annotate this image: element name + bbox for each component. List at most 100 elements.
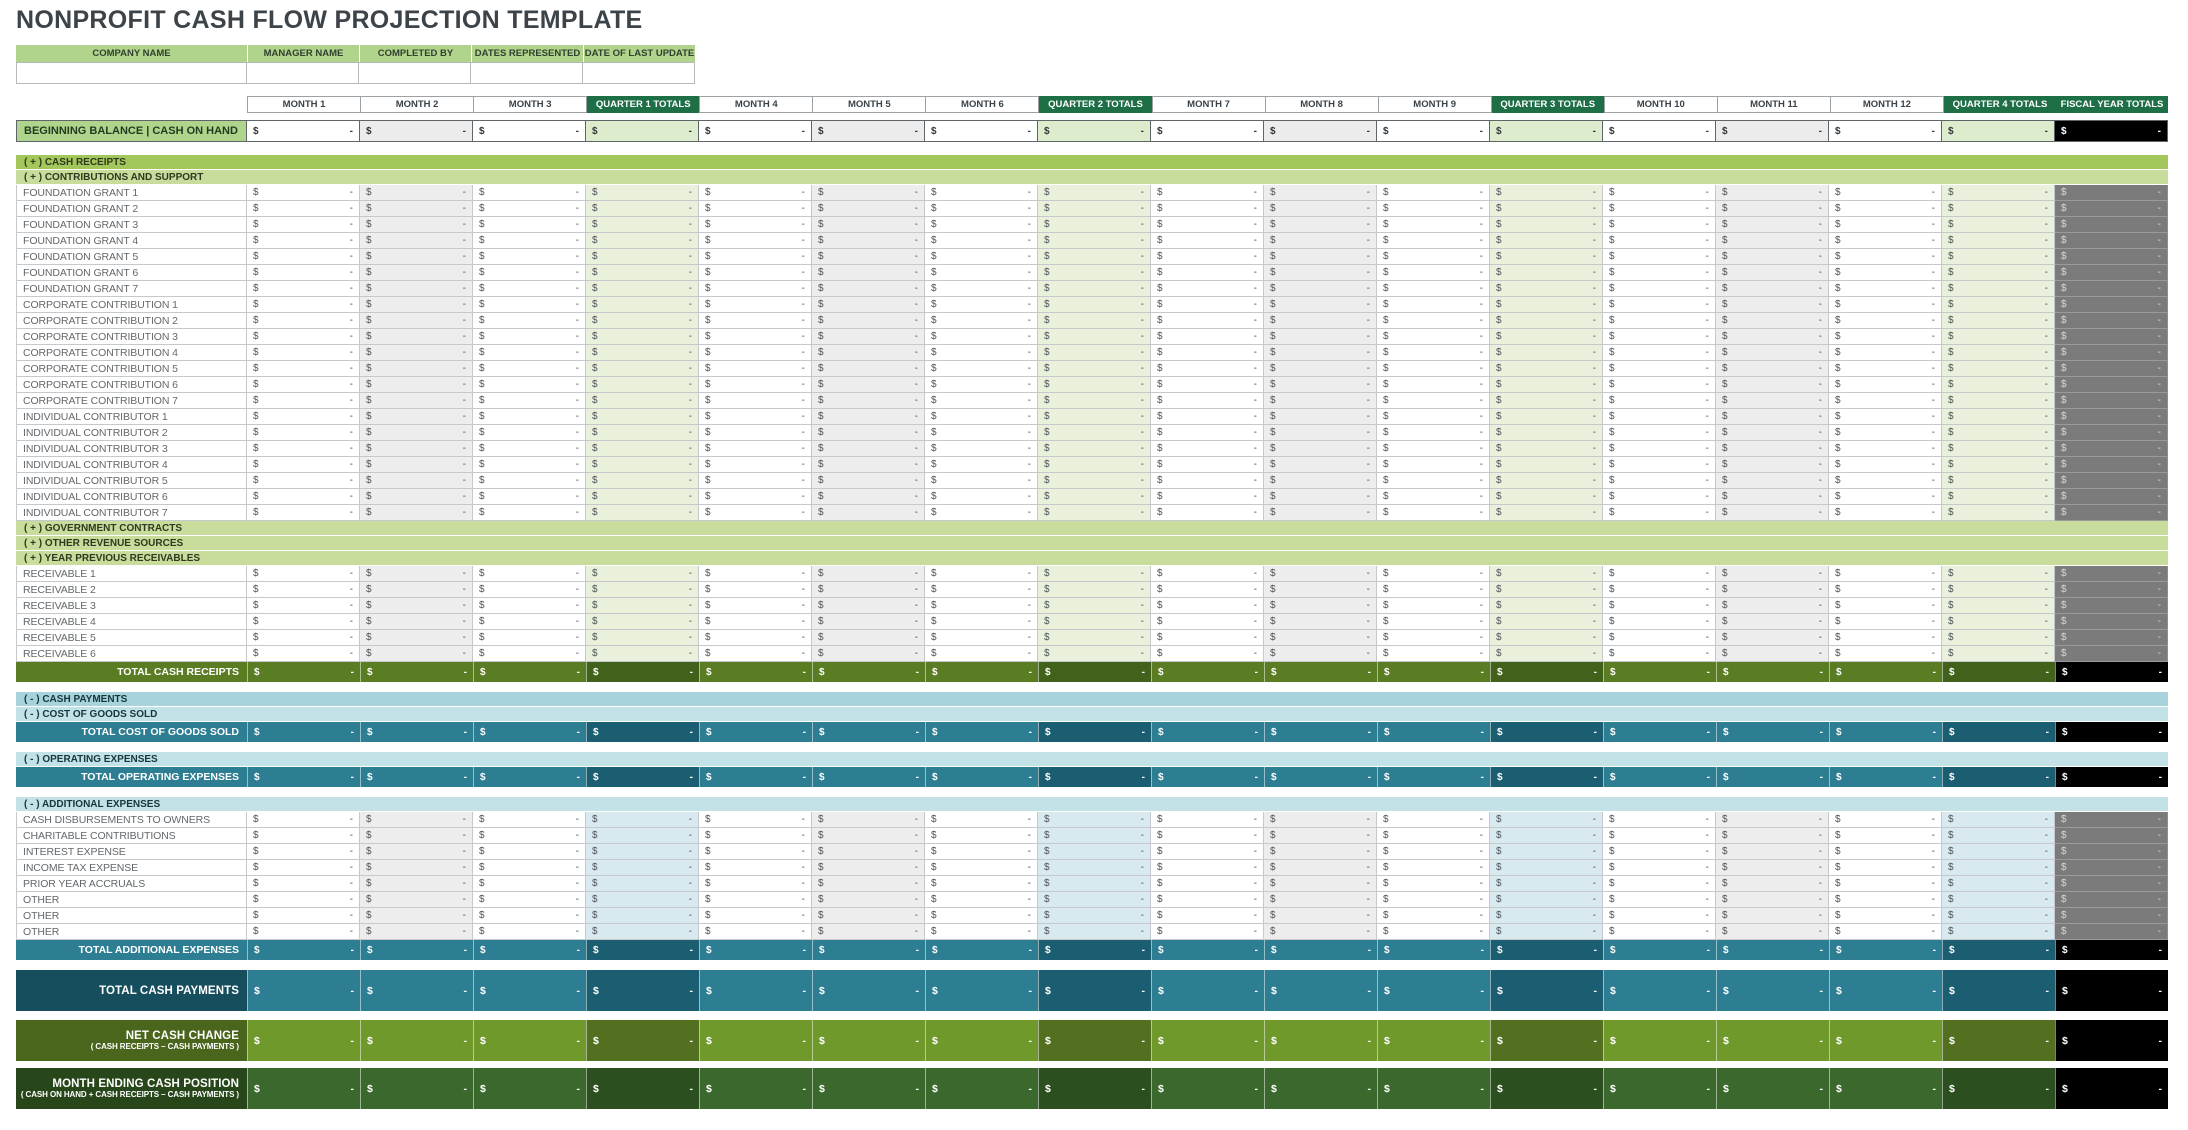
cell-month-6[interactable]: $ -: [925, 185, 1038, 201]
cell-month-6[interactable]: $ -: [925, 473, 1038, 489]
cell-month-6[interactable]: $ -: [925, 505, 1038, 521]
cell-month-11[interactable]: $ -: [1716, 1020, 1829, 1061]
cell-month-4[interactable]: $ -: [699, 860, 812, 876]
cell-month-12[interactable]: $ -: [1829, 566, 1942, 582]
cell-month-12[interactable]: $ -: [1829, 876, 1942, 892]
cell-month-9[interactable]: $ -: [1377, 630, 1490, 646]
cell-month-1[interactable]: $ -: [247, 441, 360, 457]
cell-month-4[interactable]: $ -: [699, 662, 812, 682]
cell-month-7[interactable]: $ -: [1151, 876, 1264, 892]
cell-month-1[interactable]: $ -: [247, 201, 360, 217]
cell-month-6[interactable]: $ -: [925, 924, 1038, 940]
cell-month-3[interactable]: $ -: [473, 265, 586, 281]
cell-fiscal-year-totals[interactable]: $ -: [2055, 722, 2168, 742]
cell-quarter-1-totals[interactable]: $ -: [586, 566, 699, 582]
cell-month-12[interactable]: $ -: [1829, 892, 1942, 908]
cell-fiscal-year-totals[interactable]: $ -: [2055, 812, 2168, 828]
cell-month-3[interactable]: $ -: [473, 281, 586, 297]
cell-month-6[interactable]: $ -: [925, 297, 1038, 313]
cell-month-2[interactable]: $ -: [360, 281, 473, 297]
cell-quarter-4-totals[interactable]: $ -: [1942, 598, 2055, 614]
cell-month-11[interactable]: $ -: [1716, 566, 1829, 582]
cell-month-2[interactable]: $ -: [360, 377, 473, 393]
cell-month-3[interactable]: $ -: [473, 313, 586, 329]
cell-month-12[interactable]: $ -: [1829, 265, 1942, 281]
cell-month-5[interactable]: $ -: [812, 767, 925, 787]
cell-month-8[interactable]: $ -: [1264, 860, 1377, 876]
cell-quarter-3-totals[interactable]: $ -: [1490, 201, 1603, 217]
cell-quarter-1-totals[interactable]: $ -: [586, 473, 699, 489]
cell-quarter-3-totals[interactable]: $ -: [1490, 441, 1603, 457]
cell-quarter-1-totals[interactable]: $ -: [586, 924, 699, 940]
cell-quarter-4-totals[interactable]: $ -: [1942, 217, 2055, 233]
cell-month-11[interactable]: $ -: [1716, 812, 1829, 828]
row-label[interactable]: FOUNDATION GRANT 1: [16, 185, 247, 201]
cell-month-9[interactable]: $ -: [1377, 812, 1490, 828]
cell-month-5[interactable]: $ -: [812, 892, 925, 908]
cell-quarter-3-totals[interactable]: $ -: [1490, 1020, 1603, 1061]
cell-fiscal-year-totals[interactable]: $ -: [2055, 767, 2168, 787]
cell-fiscal-year-totals[interactable]: $ -: [2055, 281, 2168, 297]
info-input-company-name[interactable]: [16, 62, 247, 84]
cell-quarter-4-totals[interactable]: $ -: [1942, 345, 2055, 361]
cell-month-10[interactable]: $ -: [1603, 361, 1716, 377]
cell-month-6[interactable]: $ -: [925, 860, 1038, 876]
cell-quarter-4-totals[interactable]: $ -: [1942, 505, 2055, 521]
cell-month-12[interactable]: $ -: [1829, 361, 1942, 377]
cell-month-11[interactable]: $ -: [1716, 345, 1829, 361]
cell-month-6[interactable]: $ -: [925, 630, 1038, 646]
cell-month-12[interactable]: $ -: [1829, 201, 1942, 217]
cell-fiscal-year-totals[interactable]: $ -: [2055, 393, 2168, 409]
cell-quarter-3-totals[interactable]: $ -: [1490, 598, 1603, 614]
cell-month-11[interactable]: $ -: [1716, 361, 1829, 377]
cell-month-7[interactable]: $ -: [1151, 377, 1264, 393]
cell-month-9[interactable]: $ -: [1377, 1068, 1490, 1109]
cell-month-11[interactable]: $ -: [1716, 120, 1829, 142]
cell-month-7[interactable]: $ -: [1151, 297, 1264, 313]
cell-month-3[interactable]: $ -: [473, 767, 586, 787]
cell-month-7[interactable]: $ -: [1151, 598, 1264, 614]
cell-fiscal-year-totals[interactable]: $ -: [2055, 345, 2168, 361]
cell-month-1[interactable]: $ -: [247, 892, 360, 908]
cell-month-3[interactable]: $ -: [473, 1068, 586, 1109]
cell-month-10[interactable]: $ -: [1603, 970, 1716, 1011]
cell-fiscal-year-totals[interactable]: $ -: [2055, 860, 2168, 876]
cell-month-6[interactable]: $ -: [925, 646, 1038, 662]
cell-month-10[interactable]: $ -: [1603, 566, 1716, 582]
cell-month-8[interactable]: $ -: [1264, 329, 1377, 345]
cell-month-9[interactable]: $ -: [1377, 217, 1490, 233]
cell-quarter-1-totals[interactable]: $ -: [586, 1068, 699, 1109]
cell-quarter-2-totals[interactable]: $ -: [1038, 393, 1151, 409]
cell-fiscal-year-totals[interactable]: $ -: [2055, 201, 2168, 217]
cell-month-7[interactable]: $ -: [1151, 345, 1264, 361]
cell-quarter-3-totals[interactable]: $ -: [1490, 409, 1603, 425]
cell-month-10[interactable]: $ -: [1603, 505, 1716, 521]
cell-month-9[interactable]: $ -: [1377, 233, 1490, 249]
cell-month-2[interactable]: $ -: [360, 489, 473, 505]
cell-quarter-1-totals[interactable]: $ -: [586, 297, 699, 313]
cell-month-2[interactable]: $ -: [360, 646, 473, 662]
cell-month-3[interactable]: $ -: [473, 185, 586, 201]
cell-month-12[interactable]: $ -: [1829, 329, 1942, 345]
cell-quarter-1-totals[interactable]: $ -: [586, 120, 699, 142]
cell-quarter-4-totals[interactable]: $ -: [1942, 970, 2055, 1011]
cell-quarter-3-totals[interactable]: $ -: [1490, 892, 1603, 908]
cell-month-10[interactable]: $ -: [1603, 630, 1716, 646]
cell-month-2[interactable]: $ -: [360, 313, 473, 329]
cell-quarter-2-totals[interactable]: $ -: [1038, 329, 1151, 345]
cell-month-11[interactable]: $ -: [1716, 924, 1829, 940]
cell-month-9[interactable]: $ -: [1377, 185, 1490, 201]
cell-quarter-1-totals[interactable]: $ -: [586, 489, 699, 505]
cell-month-9[interactable]: $ -: [1377, 662, 1490, 682]
cell-quarter-4-totals[interactable]: $ -: [1942, 614, 2055, 630]
cell-month-4[interactable]: $ -: [699, 281, 812, 297]
cell-quarter-1-totals[interactable]: $ -: [586, 812, 699, 828]
cell-month-7[interactable]: $ -: [1151, 767, 1264, 787]
cell-month-1[interactable]: $ -: [247, 844, 360, 860]
cell-month-4[interactable]: $ -: [699, 233, 812, 249]
cell-month-6[interactable]: $ -: [925, 393, 1038, 409]
row-label[interactable]: OTHER: [16, 892, 247, 908]
cell-month-4[interactable]: $ -: [699, 908, 812, 924]
cell-month-6[interactable]: $ -: [925, 281, 1038, 297]
cell-quarter-1-totals[interactable]: $ -: [586, 908, 699, 924]
